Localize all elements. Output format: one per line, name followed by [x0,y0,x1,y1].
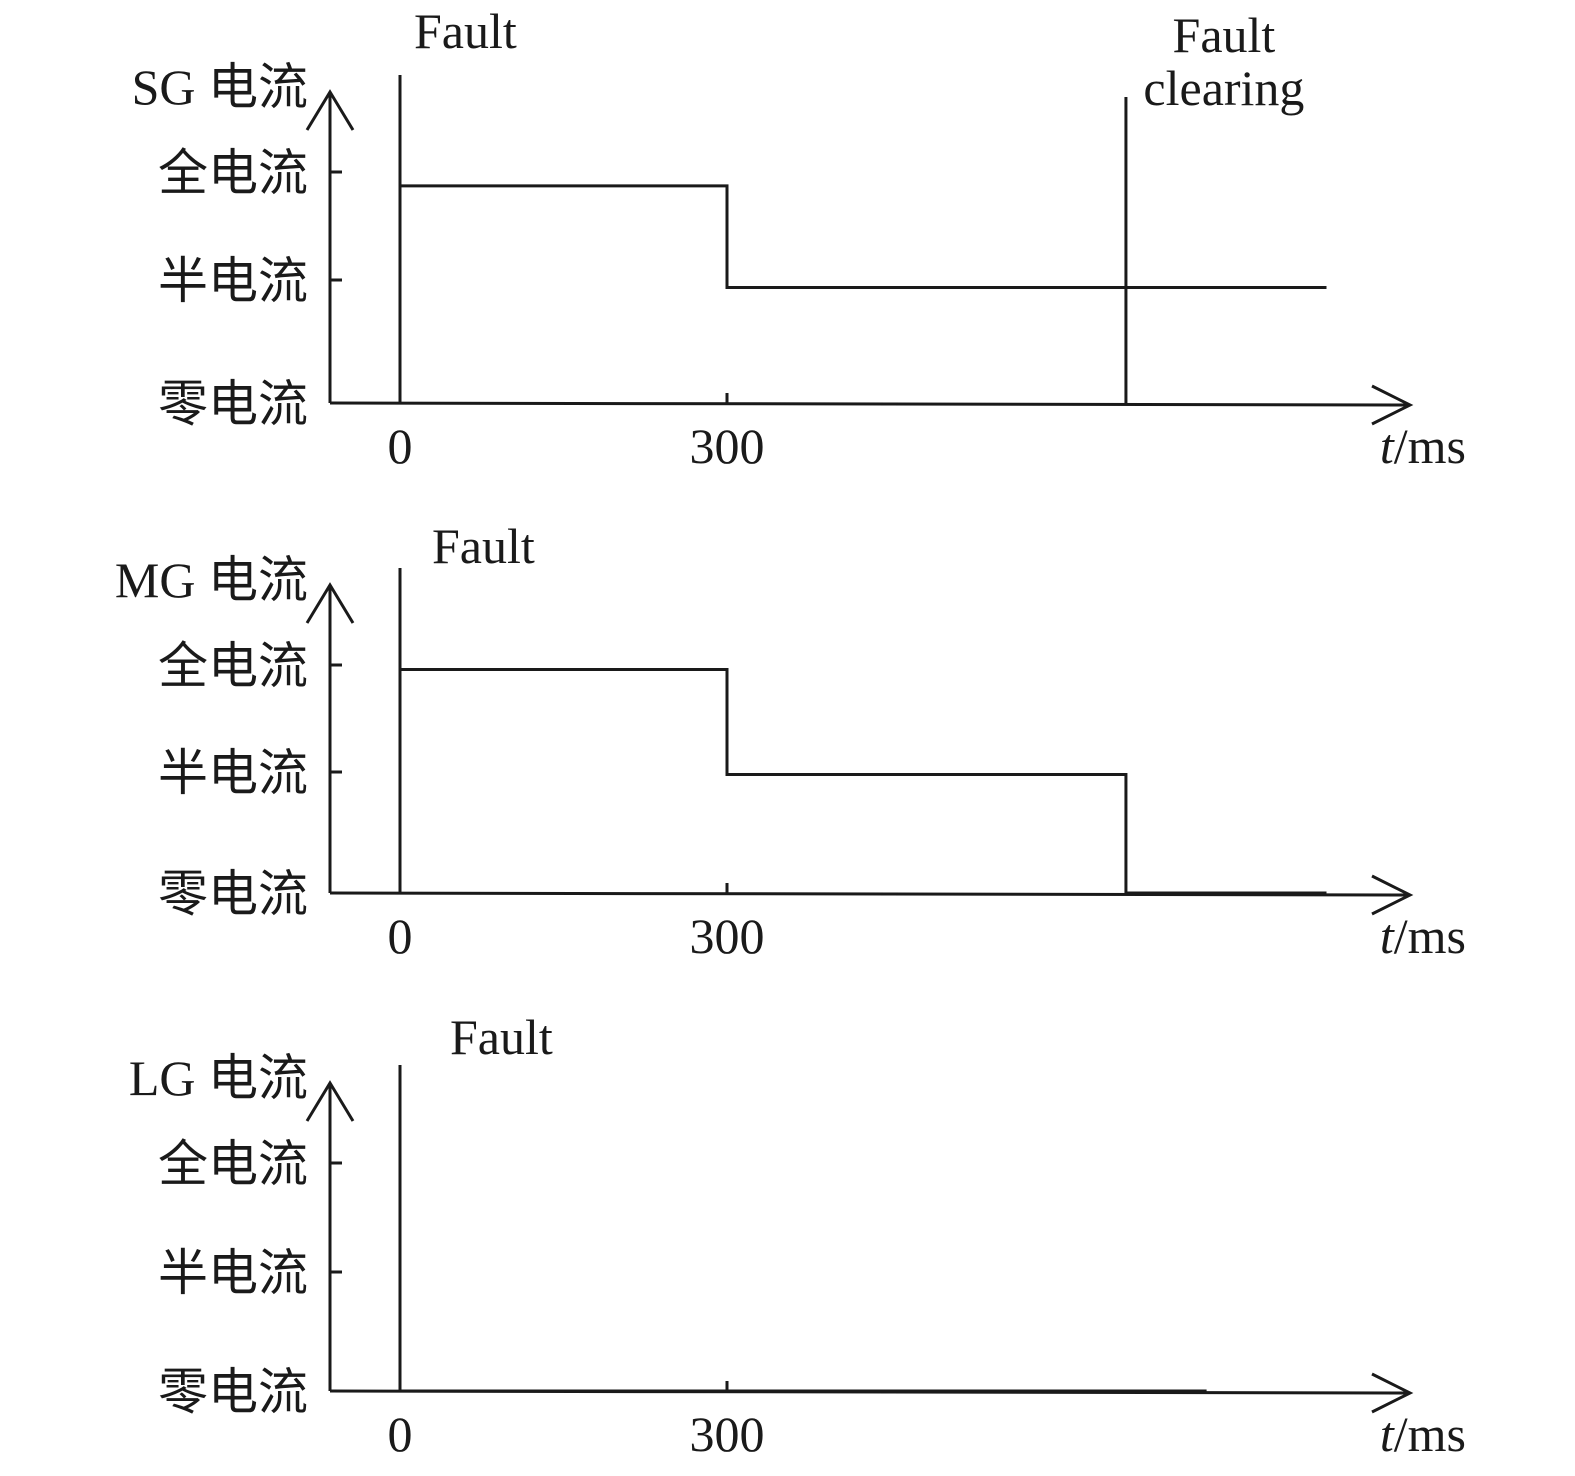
y-label-half: 半电流 [158,745,308,801]
x-axis-title: t/ms [1380,418,1466,474]
y-label-zero: 零电流 [158,1364,308,1420]
x-axis-arrow [1371,874,1414,916]
y-label-full: 全电流 [158,145,308,201]
y-label-zero: 零电流 [158,376,308,432]
y-axis-arrow [305,89,355,131]
fault-label: Fault [432,518,535,574]
y-label-half: 半电流 [158,253,308,309]
y-label-half: 半电流 [158,1245,308,1301]
x-tick-label-0: 0 [388,1406,413,1462]
current-trace [400,668,1327,895]
y-axis-title: LG 电流 [129,1050,308,1106]
x-axis [329,891,1411,897]
fault-label: Fault [450,1009,553,1065]
y-label-zero: 零电流 [158,866,308,922]
fault-clearing-label: Fault clearing [1143,7,1304,116]
current-trace [400,184,1327,289]
x-tick-label-300: 300 [690,1406,765,1462]
x-tick-label-300: 300 [690,908,765,964]
x-tick-label-300: 300 [690,418,765,474]
y-axis-title: SG 电流 [132,59,308,115]
x-tick-label-0: 0 [388,908,413,964]
x-axis-title: t/ms [1380,908,1466,964]
x-axis [329,401,1411,407]
fault-label: Fault [414,3,517,59]
y-axis-title: MG 电流 [115,552,308,608]
x-axis-arrow [1371,384,1414,426]
y-axis-arrow [305,582,355,624]
x-axis-arrow [1371,1372,1414,1414]
y-label-full: 全电流 [158,1136,308,1192]
x-tick-label-0: 0 [388,418,413,474]
x-axis-title: t/ms [1380,1406,1466,1462]
y-label-full: 全电流 [158,638,308,694]
y-axis-arrow [305,1080,355,1122]
